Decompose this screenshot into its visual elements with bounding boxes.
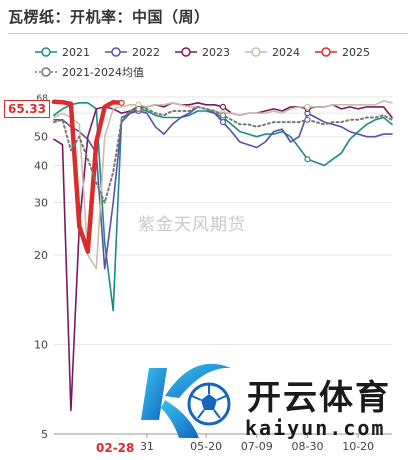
- y-tick-label: 68: [37, 94, 49, 104]
- hover-date-label: 02-28: [94, 441, 137, 455]
- legend-label: 2023: [202, 45, 230, 59]
- series-2021-2024均值: [53, 105, 393, 204]
- legend-label: 2024: [272, 45, 300, 59]
- y-tick-label: 30: [34, 197, 48, 210]
- legend-swatch-icon: [315, 47, 337, 57]
- legend-item[interactable]: 2021-2024均值: [34, 64, 144, 80]
- data-point: [219, 118, 227, 126]
- x-tick-label: 08-30: [292, 440, 324, 453]
- y-tick-label: 10: [34, 339, 48, 352]
- legend-row-2: 2021-2024均值: [34, 62, 409, 82]
- y-tick-label: 20: [34, 249, 48, 262]
- legend-label: 2021-2024均值: [62, 66, 144, 79]
- legend-item[interactable]: 2023: [174, 46, 230, 59]
- last-value-label: 65.33: [4, 100, 50, 118]
- data-point: [304, 116, 311, 123]
- legend-swatch-icon: [105, 47, 127, 57]
- watermark-text: 紫金天风期货: [138, 215, 246, 235]
- legend-item[interactable]: 2024: [244, 46, 300, 59]
- legend-item[interactable]: 2021: [34, 46, 90, 59]
- data-point: [304, 103, 311, 110]
- y-tick-label: 40: [34, 160, 48, 173]
- brand-name-en: kaiyun.com: [245, 416, 386, 440]
- legend-label: 2021: [62, 45, 90, 59]
- brand-name-cn: 开云体育: [247, 378, 391, 418]
- legend-label: 2022: [132, 45, 160, 59]
- brand-logo: 开云体育 kaiyun.com: [135, 358, 407, 444]
- y-tick-label: 5: [41, 428, 48, 441]
- legend-swatch-icon: [175, 47, 197, 57]
- x-tick-label: 10-20: [342, 440, 374, 453]
- data-point: [219, 112, 227, 119]
- x-tick-label: 07-09: [241, 440, 273, 453]
- legend-label: 2025: [342, 45, 370, 59]
- data-point: [135, 105, 142, 113]
- series-line: [51, 99, 124, 255]
- data-point: [219, 103, 227, 110]
- x-tick-label: 05-20: [190, 440, 222, 453]
- legend-swatch-icon: [245, 47, 267, 57]
- legend-row-1: 2021 2022 2023 2024 2025: [34, 42, 409, 62]
- chart-title: 瓦楞纸：开机率：中国（周）: [8, 8, 210, 26]
- series-2025: [51, 99, 125, 255]
- x-tick-label: 31: [140, 440, 154, 453]
- legend-item[interactable]: 2025: [314, 46, 370, 59]
- chart-legend: 2021 2022 2023 2024 2025 2021-2024均值: [34, 42, 409, 82]
- brand-k-icon: [141, 363, 231, 438]
- legend-item[interactable]: 2022: [104, 46, 160, 59]
- y-tick-label: 50: [34, 131, 48, 144]
- data-point: [118, 99, 125, 106]
- title-divider: [8, 33, 408, 34]
- data-point: [304, 156, 311, 163]
- legend-swatch-icon: [35, 47, 57, 57]
- legend-swatch-icon: [35, 67, 57, 77]
